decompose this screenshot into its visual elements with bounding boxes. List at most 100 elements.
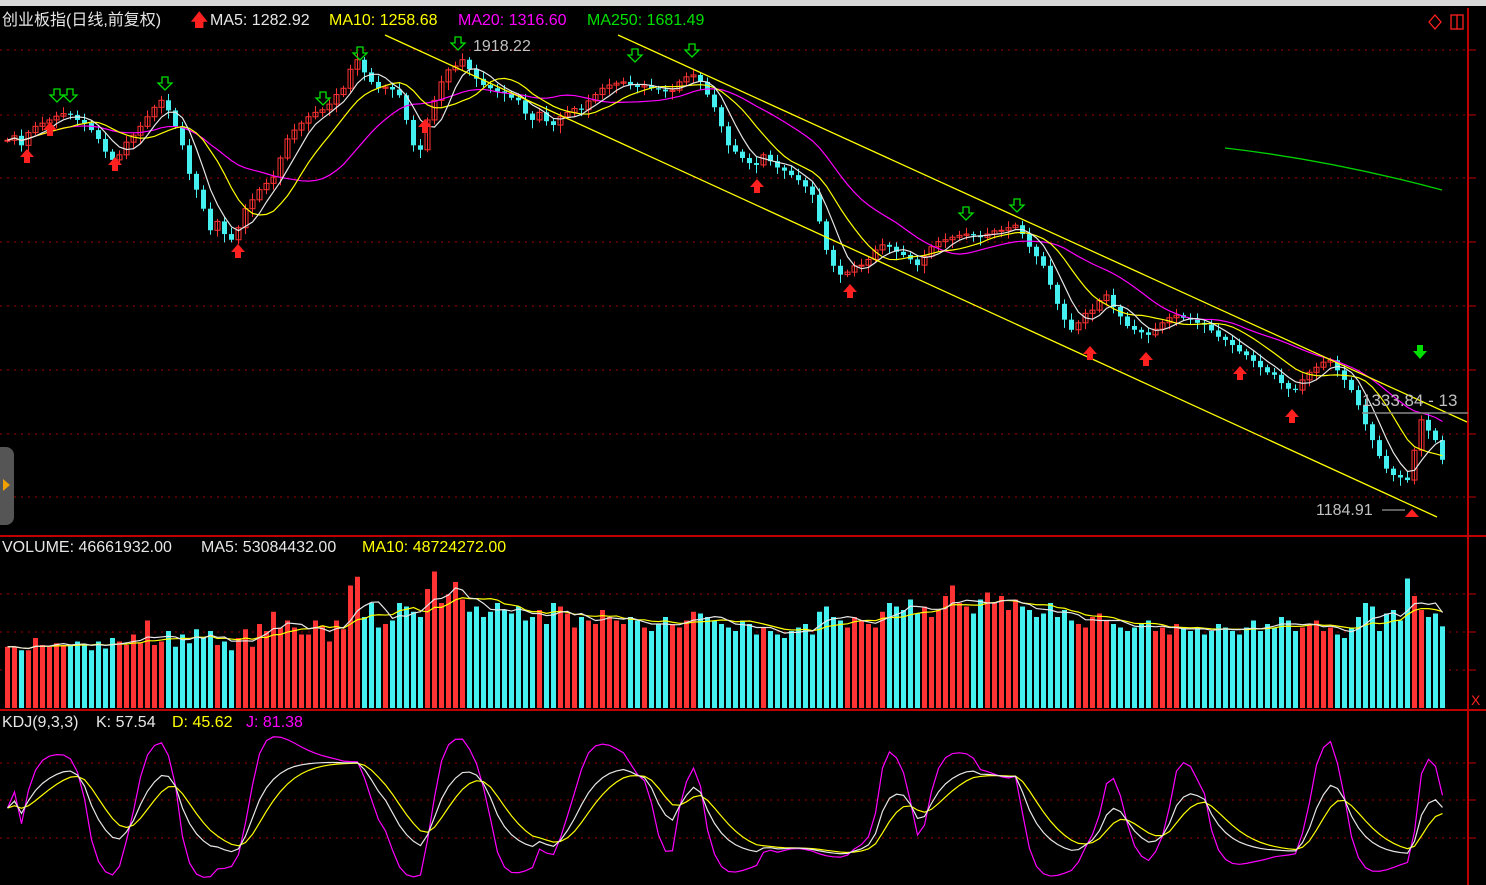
candlestick: [726, 126, 731, 146]
volume-bar: [278, 627, 283, 708]
candlestick: [1335, 360, 1340, 371]
volume-bar: [1181, 627, 1186, 708]
kdj-d-label: D: 45.62: [172, 714, 233, 731]
volume-bar: [796, 627, 801, 708]
candlestick: [474, 69, 479, 79]
kdj-j-label: J: 81.38: [246, 714, 303, 731]
candlestick: [431, 99, 438, 121]
candlestick: [1146, 332, 1151, 335]
volume-bar: [222, 641, 227, 708]
volume-bar: [1251, 620, 1256, 708]
volume-bar: [866, 624, 871, 708]
volume-bar: [334, 620, 339, 708]
volume-bar: [124, 645, 129, 708]
kdj-j-line: [6, 736, 1444, 878]
candlestick: [557, 116, 564, 126]
candlestick: [963, 233, 970, 236]
trend-channel-upper[interactable]: [617, 34, 1468, 423]
price-range-label: 1333.84 - 13: [1362, 391, 1458, 410]
volume-bar: [131, 634, 136, 708]
buy-signal-arrow-icon: [1083, 346, 1097, 360]
volume-bar: [978, 599, 983, 708]
volume-bar: [96, 641, 101, 708]
volume-bar: [1020, 606, 1025, 708]
volume-bar: [299, 634, 304, 708]
volume-bar: [1244, 627, 1249, 708]
volume-bar: [943, 596, 948, 708]
buy-signal-arrow-icon: [750, 179, 764, 193]
candlestick: [712, 94, 717, 108]
volume-bar: [642, 627, 647, 708]
volume-bar: [530, 617, 535, 708]
volume-bar: [215, 645, 220, 708]
candlestick: [173, 110, 178, 127]
volume-label: VOLUME: 46661932.00: [2, 539, 172, 556]
volume-bar: [467, 611, 472, 708]
candlestick: [411, 119, 416, 146]
volume-bar: [663, 617, 668, 708]
close-indicator-icon[interactable]: X: [1471, 692, 1481, 708]
candlestick: [354, 59, 361, 70]
volume-bar: [481, 617, 486, 708]
candlestick: [39, 122, 46, 127]
candlestick: [1440, 440, 1445, 460]
volume-bar: [1097, 613, 1102, 708]
candlestick: [879, 244, 886, 251]
candlestick: [663, 89, 668, 92]
kdj-d-line: [7, 762, 1443, 854]
low-price-label: 1184.91: [1316, 502, 1373, 519]
volume-bar: [1125, 631, 1130, 708]
volume-bar: [271, 611, 276, 708]
candlestick: [1062, 303, 1067, 320]
volume-bar: [1419, 610, 1424, 708]
volume-bar: [1328, 627, 1333, 708]
volume-bar: [82, 645, 87, 708]
volume-bar: [1034, 617, 1039, 708]
diamond-icon[interactable]: [1428, 14, 1442, 30]
volume-bar: [89, 650, 94, 708]
candlestick: [438, 81, 445, 101]
candlestick: [1349, 379, 1354, 391]
candlestick: [796, 175, 801, 181]
sidebar-toggle-handle[interactable]: [0, 447, 14, 525]
volume-bar: [572, 627, 577, 708]
volume-bar: [1300, 627, 1305, 708]
candlestick: [935, 241, 942, 248]
volume-bar: [341, 629, 346, 708]
buy-signal-arrow-icon: [108, 157, 122, 171]
candlestick: [551, 121, 556, 126]
volume-bar: [320, 625, 325, 708]
volume-bar: [810, 634, 815, 708]
candlestick: [865, 258, 872, 266]
volume-bar: [159, 641, 164, 708]
volume-bar: [243, 629, 248, 708]
candlestick: [1209, 324, 1214, 331]
volume-bar: [495, 603, 500, 708]
volume-bar: [635, 620, 640, 708]
volume-bar: [1384, 613, 1389, 708]
candlestick: [733, 145, 738, 152]
candlestick: [775, 161, 780, 168]
candlestick: [719, 107, 724, 127]
volume-bar: [544, 624, 549, 708]
candlestick: [1251, 355, 1256, 361]
candlestick: [564, 111, 571, 118]
volume-bar: [1426, 617, 1431, 708]
low-marker-icon: [1405, 509, 1419, 517]
candlestick: [1411, 449, 1418, 481]
volume-bar: [1146, 620, 1151, 708]
candlestick: [263, 182, 270, 191]
sell-signal-arrow-icon: [449, 36, 467, 51]
volume-bar: [5, 646, 10, 708]
volume-bar: [173, 646, 178, 708]
candlestick: [1230, 339, 1235, 346]
candlestick: [390, 86, 395, 90]
volume-bar: [992, 603, 997, 708]
trend-channel-lower[interactable]: [384, 34, 1438, 518]
candlestick: [1055, 284, 1060, 304]
volume-bar: [1314, 620, 1319, 708]
volume-bar: [908, 599, 913, 708]
candlestick: [817, 194, 822, 222]
expand-arrow-icon: [3, 479, 10, 491]
